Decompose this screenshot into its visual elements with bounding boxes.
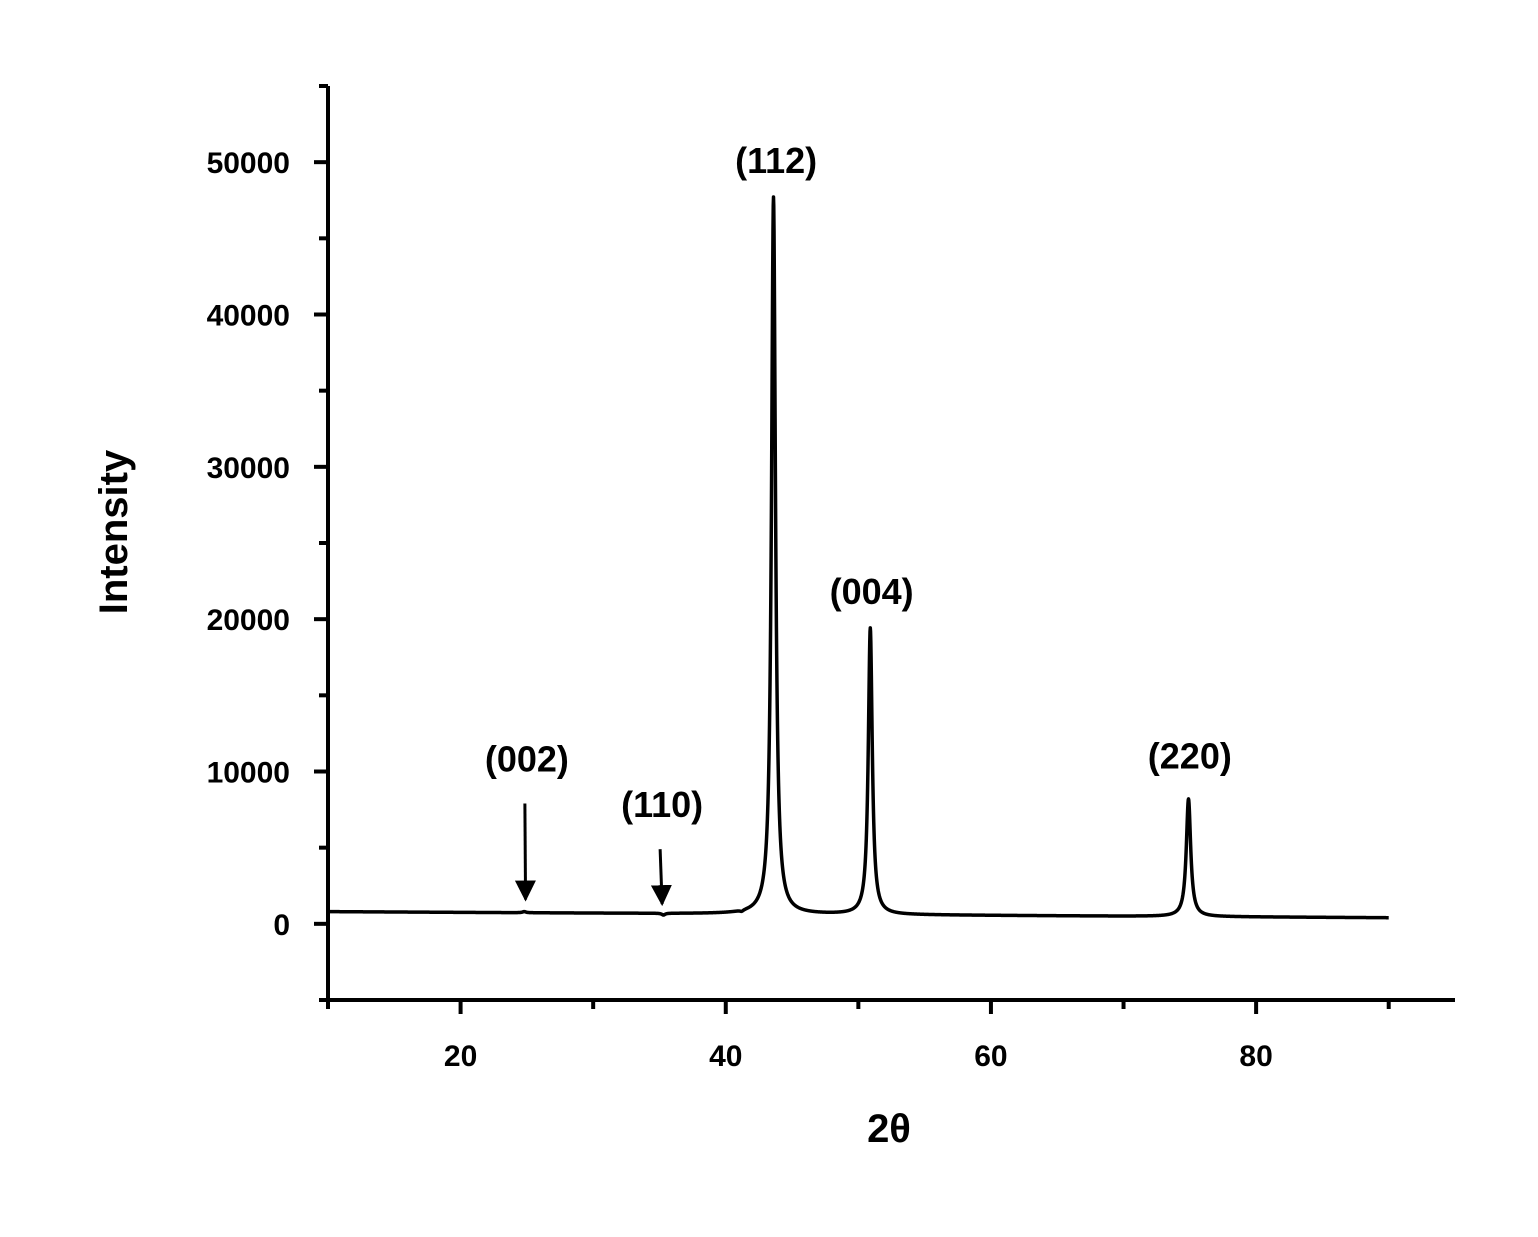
axes: [326, 86, 1455, 1002]
tick-labels: 20 40 60 80 0 10000 20000 30000 40000 50000: [207, 147, 1273, 1073]
peak-label: (004): [830, 571, 914, 612]
x-tick-label: 60: [974, 1040, 1007, 1073]
y-tick-label: 20000: [207, 604, 290, 637]
peak-arrow: [650, 849, 672, 907]
peak-arrow: [514, 803, 536, 902]
peak-annotations: (002) (110) (112) (004) (220): [485, 140, 1232, 907]
x-axis-title: 2θ: [867, 1107, 911, 1151]
peak-label: (112): [735, 140, 817, 181]
y-tick-label: 30000: [207, 452, 290, 485]
x-tick-label: 40: [709, 1040, 742, 1073]
y-tick-label: 10000: [207, 757, 290, 790]
y-tick-label: 0: [273, 909, 290, 942]
ticks: [314, 84, 1391, 1014]
peak-label: (002): [485, 739, 569, 780]
y-axis-title: Intensity: [92, 449, 136, 614]
peak-label: (220): [1148, 735, 1232, 776]
x-tick-label: 20: [444, 1040, 477, 1073]
xrd-pattern-line: [326, 195, 1391, 920]
peak-label: (110): [621, 784, 703, 825]
x-tick-label: 80: [1239, 1040, 1272, 1073]
y-tick-label: 40000: [207, 300, 290, 333]
y-tick-label: 50000: [207, 147, 290, 180]
